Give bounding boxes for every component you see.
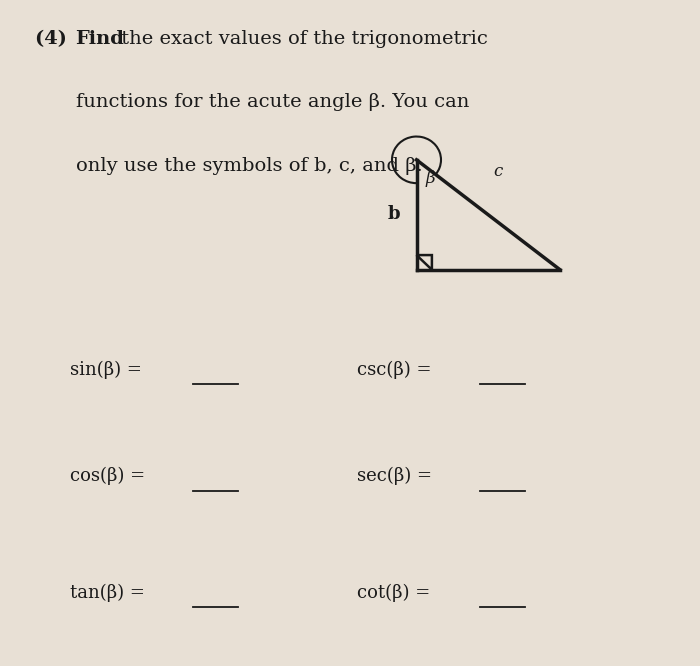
- Text: sec(β) =: sec(β) =: [357, 467, 432, 486]
- Text: only use the symbols of b, c, and β.: only use the symbols of b, c, and β.: [76, 157, 422, 174]
- Text: sin(β) =: sin(β) =: [70, 360, 142, 379]
- Text: cot(β) =: cot(β) =: [357, 583, 430, 602]
- Text: c: c: [494, 163, 503, 180]
- Text: the exact values of the trigonometric: the exact values of the trigonometric: [115, 30, 488, 48]
- Text: b: b: [388, 205, 400, 224]
- Text: β: β: [426, 170, 435, 187]
- Text: csc(β) =: csc(β) =: [357, 360, 431, 379]
- Text: (4): (4): [35, 30, 74, 48]
- Text: Find: Find: [76, 30, 125, 48]
- Text: functions for the acute angle β. You can: functions for the acute angle β. You can: [76, 93, 469, 111]
- Text: cos(β) =: cos(β) =: [70, 467, 145, 486]
- Text: tan(β) =: tan(β) =: [70, 583, 145, 602]
